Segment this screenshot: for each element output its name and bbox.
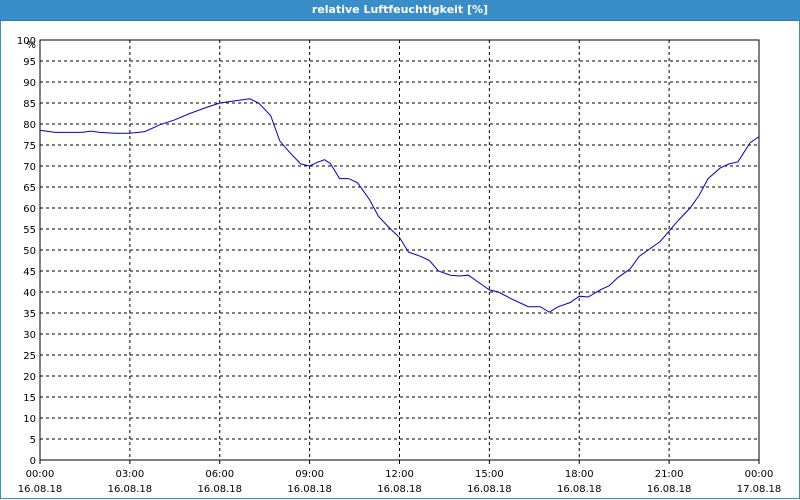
x-tick-date-label: 16.08.18	[647, 484, 692, 495]
x-tick-time-label: 03:00	[115, 469, 144, 480]
x-tick-time-label: 18:00	[565, 469, 594, 480]
y-tick-label: 45	[23, 267, 36, 278]
x-tick-date-label: 17.08.18	[737, 484, 782, 495]
y-tick-label: 30	[23, 330, 36, 341]
x-tick-date-label: 16.08.18	[18, 484, 63, 495]
y-tick-label: 90	[23, 78, 36, 89]
x-tick-time-label: 12:00	[385, 469, 414, 480]
x-tick-time-label: 00:00	[745, 469, 774, 480]
y-tick-label: 25	[23, 351, 36, 362]
y-axis-ticks: 0 5 10 15 20 25 30 35 40 45 50 55 60 65 70 75 80 85 90 95 10…	[17, 36, 36, 467]
y-axis-unit-label: %	[26, 40, 36, 51]
humidity-series-line	[39, 98, 760, 313]
x-tick-date-label: 16.08.18	[377, 484, 422, 495]
y-tick-label: 95	[23, 57, 36, 68]
x-tick-time-label: 06:00	[205, 469, 234, 480]
y-tick-label: 80	[23, 120, 36, 131]
y-tick-label: 100	[17, 36, 36, 47]
x-tick-date-label: 16.08.18	[108, 484, 153, 495]
y-tick-label: 40	[23, 288, 36, 299]
chart-title: relative Luftfeuchtigkeit [%]	[0, 0, 800, 21]
x-tick-date-label: 16.08.18	[287, 484, 332, 495]
y-tick-label: 65	[23, 183, 36, 194]
y-tick-label: 0	[30, 456, 36, 467]
y-tick-label: 5	[30, 435, 36, 446]
y-tick-label: 15	[23, 393, 36, 404]
y-tick-label: 50	[23, 246, 36, 257]
y-tick-label: 85	[23, 99, 36, 110]
y-tick-label: 75	[23, 141, 36, 152]
x-tick-date-label: 16.08.18	[557, 484, 602, 495]
x-tick-time-label: 21:00	[655, 469, 684, 480]
x-tick-date-label: 16.08.18	[197, 484, 242, 495]
x-tick-date-label: 16.08.18	[467, 484, 512, 495]
y-tick-label: 10	[23, 414, 36, 425]
y-tick-label: 70	[23, 162, 36, 173]
y-tick-label: 60	[23, 204, 36, 215]
x-axis-ticks: 00:00 16.08.18 03:00 16.08.18 06:00 16.08.18 0…	[18, 460, 782, 495]
grid-lines	[40, 40, 759, 460]
y-tick-label: 55	[23, 225, 36, 236]
y-tick-label: 20	[23, 372, 36, 383]
x-tick-time-label: 15:00	[475, 469, 504, 480]
x-tick-time-label: 09:00	[295, 469, 324, 480]
y-tick-label: 35	[23, 309, 36, 320]
x-tick-time-label: 00:00	[26, 469, 55, 480]
